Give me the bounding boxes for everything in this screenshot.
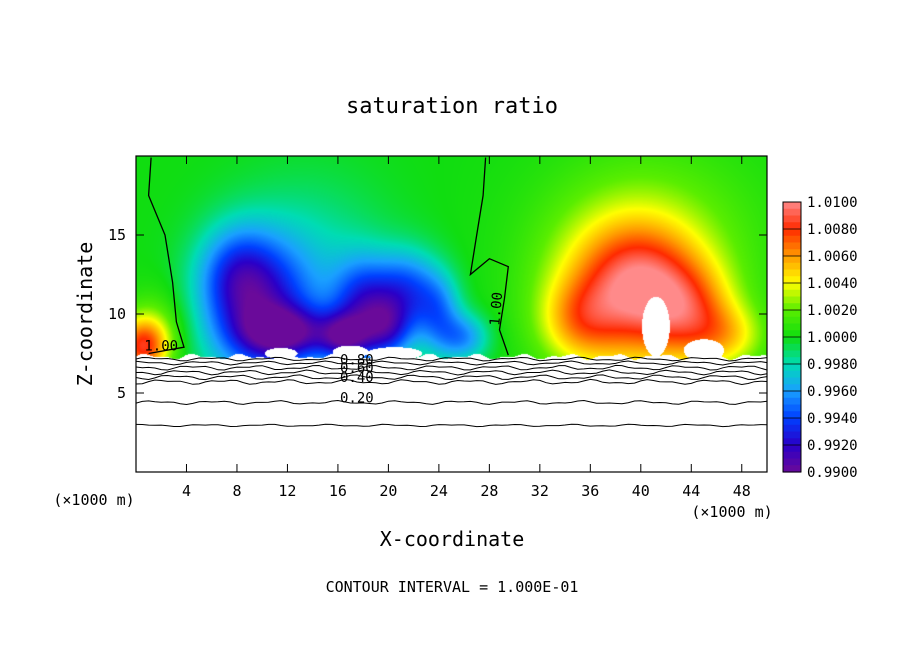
saturation-field bbox=[136, 156, 767, 472]
contour-line bbox=[136, 399, 767, 406]
colorbar-step bbox=[783, 391, 801, 399]
colorbar-step bbox=[783, 431, 801, 439]
contour-line bbox=[136, 356, 767, 362]
contour-label: 0.40 bbox=[340, 370, 374, 386]
colorbar-step bbox=[783, 343, 801, 352]
colorbar-label: 1.0080 bbox=[807, 222, 858, 238]
colorbar-step bbox=[783, 283, 801, 291]
colorbar-step bbox=[783, 330, 801, 338]
colorbar-step bbox=[783, 222, 801, 230]
colorbar-step bbox=[783, 418, 801, 426]
colorbar-step bbox=[783, 397, 801, 406]
colorbar-step bbox=[783, 377, 801, 385]
contour-line bbox=[136, 360, 767, 366]
x-axis-title: X-coordinate bbox=[380, 527, 525, 551]
x-tick-label: 4 bbox=[182, 482, 191, 500]
x-tick-label: 16 bbox=[329, 482, 347, 500]
x-tick-label: 44 bbox=[682, 482, 700, 500]
x-tick-label: 8 bbox=[232, 482, 241, 500]
colorbar-step bbox=[783, 229, 801, 237]
colorbar-step bbox=[783, 323, 801, 331]
plot-area bbox=[136, 156, 767, 472]
colorbar-step bbox=[783, 458, 801, 466]
colorbar-step bbox=[783, 296, 801, 304]
contour-label: 0.20 bbox=[340, 390, 374, 406]
colorbar-step bbox=[783, 208, 801, 217]
y-axis-ticks: 5 10 15 bbox=[108, 226, 767, 402]
colorbar-label: 1.0060 bbox=[807, 249, 858, 265]
x-unit-label: (×1000 m) bbox=[691, 503, 772, 521]
colorbar-step bbox=[783, 445, 801, 453]
colorbar-step bbox=[783, 276, 801, 284]
colorbar-step bbox=[783, 465, 801, 473]
colorbar-step bbox=[783, 404, 801, 412]
colorbar-step bbox=[783, 384, 801, 392]
contour-label: 1.00 bbox=[144, 338, 178, 354]
colorbar-step bbox=[783, 242, 801, 250]
contour-labels: 1.00 1.00 0.800.600.40 0.20 bbox=[144, 291, 506, 406]
y-tick-label: 15 bbox=[108, 226, 126, 244]
contour-line-1-00 bbox=[469, 157, 510, 356]
colorbar-step bbox=[783, 411, 801, 419]
contour-line bbox=[136, 369, 767, 376]
x-tick-label: 48 bbox=[733, 482, 751, 500]
colorbar-step bbox=[783, 451, 801, 460]
y-tick-label: 10 bbox=[108, 305, 126, 323]
colorbar-step bbox=[783, 310, 801, 318]
contour-line bbox=[136, 374, 767, 381]
colorbar-label: 1.0020 bbox=[807, 303, 858, 319]
colorbar-label: 0.9940 bbox=[807, 411, 858, 427]
colorbar: 1.0100 1.0080 1.0060 1.0040 1.0020 1.0000 0.99… bbox=[782, 195, 858, 481]
chart-title: saturation ratio bbox=[346, 94, 558, 119]
colorbar-step bbox=[783, 289, 801, 298]
colorbar-label: 1.0000 bbox=[807, 330, 858, 346]
contour-lines bbox=[136, 157, 767, 428]
y-axis-title: Z-coordinate bbox=[73, 242, 97, 387]
x-tick-label: 32 bbox=[531, 482, 549, 500]
colorbar-step bbox=[783, 269, 801, 277]
colorbar-label: 0.9900 bbox=[807, 465, 858, 481]
contour-label: 1.00 bbox=[487, 291, 506, 326]
x-axis-ticks: 4 8 12 16 20 24 28 32 36 40 44 48 bbox=[182, 156, 751, 500]
colorbar-step bbox=[783, 364, 801, 372]
colorbar-step bbox=[783, 438, 801, 446]
colorbar-step bbox=[783, 357, 801, 365]
x-tick-label: 40 bbox=[632, 482, 650, 500]
colorbar-label: 1.0040 bbox=[807, 276, 858, 292]
contour-line bbox=[136, 364, 767, 371]
contour-line-1-00 bbox=[147, 157, 185, 355]
x-tick-label: 20 bbox=[379, 482, 397, 500]
contour-line bbox=[136, 423, 767, 428]
x-tick-label: 28 bbox=[480, 482, 498, 500]
x-tick-label: 36 bbox=[581, 482, 599, 500]
colorbar-step bbox=[783, 337, 801, 345]
colorbar-step bbox=[783, 256, 801, 264]
colorbar-step bbox=[783, 303, 801, 311]
contour-line bbox=[136, 378, 767, 386]
colorbar-label: 0.9960 bbox=[807, 384, 858, 400]
colorbar-step bbox=[783, 316, 801, 325]
colorbar-step bbox=[783, 202, 801, 210]
colorbar-step bbox=[783, 249, 801, 257]
y-tick-label: 5 bbox=[117, 384, 126, 402]
contour-label: 0.80 bbox=[340, 353, 374, 369]
colorbar-label: 1.0100 bbox=[807, 195, 858, 211]
colorbar-label: 0.9980 bbox=[807, 357, 858, 373]
y-unit-label: (×1000 m) bbox=[53, 491, 134, 509]
colorbar-step bbox=[783, 235, 801, 244]
x-tick-label: 24 bbox=[430, 482, 448, 500]
colorbar-step bbox=[783, 262, 801, 271]
x-tick-label: 12 bbox=[278, 482, 296, 500]
colorbar-label: 0.9920 bbox=[807, 438, 858, 454]
colorbar-step bbox=[783, 350, 801, 358]
colorbar-step bbox=[783, 424, 801, 433]
colorbar-step bbox=[783, 370, 801, 379]
contour-interval-note: CONTOUR INTERVAL = 1.000E-01 bbox=[326, 578, 579, 596]
colorbar-step bbox=[783, 215, 801, 223]
contour-label: 0.60 bbox=[340, 360, 374, 376]
